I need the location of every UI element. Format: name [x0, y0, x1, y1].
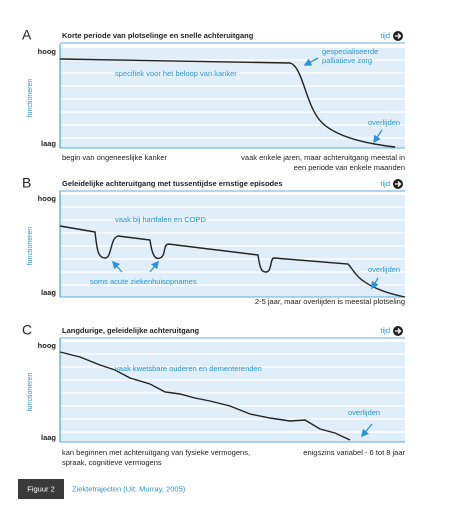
y-high: hoog — [38, 47, 57, 56]
annotation: overlijden — [368, 118, 400, 127]
annotation: vaak kwetsbare ouderen en dementerenden — [115, 364, 262, 373]
y-low: laag — [41, 139, 56, 148]
y-high: hoog — [38, 341, 57, 350]
figure-label: Figuur 2 — [27, 484, 55, 493]
y-axis-label: functioneren — [27, 373, 34, 412]
chart-background — [60, 342, 405, 442]
annotation: overlijden — [368, 265, 400, 274]
caption: enigszins variabel - 6 tot 8 jaar — [303, 448, 405, 457]
trajectory — [59, 351, 351, 441]
annotation: specifiek voor het beloop van kanker — [115, 69, 237, 78]
figure-label-box — [18, 479, 64, 499]
y-axis-label: functioneren — [27, 79, 34, 118]
caption: begin van ongeneeslijke kanker — [62, 153, 168, 162]
caption: spraak, cognitieve vermogens — [62, 458, 162, 467]
time-label: tijd — [380, 31, 390, 40]
annotation-arrow — [149, 260, 159, 273]
caption: vaak enkele jaren, maar achteruitgang me… — [241, 153, 405, 162]
annotation: gespecialiseerde — [322, 47, 378, 56]
annotation: palliatieve zorg — [322, 56, 372, 65]
figure-caption: Ziektetrajecten (Uit: Murray, 2005) — [72, 484, 186, 493]
time-arrow-head — [395, 181, 402, 187]
annotation: overlijden — [348, 408, 380, 417]
annotation-arrow — [373, 129, 383, 144]
trajectory — [59, 58, 396, 148]
time-label: tijd — [380, 179, 390, 188]
time-label: tijd — [380, 326, 390, 335]
annotation-arrow — [303, 57, 319, 66]
caption: 2-5 jaar, maar overlijden is meestal plo… — [255, 297, 405, 306]
panel-letter: C — [22, 322, 32, 338]
panel-letter: B — [22, 175, 31, 191]
caption: kan beginnen met achteruitgang van fysie… — [62, 448, 250, 457]
time-arrow-head — [395, 33, 402, 39]
y-low: laag — [41, 433, 56, 442]
panel-letter: A — [22, 27, 32, 43]
annotation: vaak bij hartfalen en COPD — [115, 215, 206, 224]
annotation-arrow — [371, 277, 379, 290]
annotation: soms acute ziekenhuisopnames — [90, 277, 197, 286]
annotation-arrow — [111, 260, 123, 273]
panel-title: Geleidelijke achteruitgang met tussentij… — [62, 179, 283, 188]
caption: een periode van enkele maanden — [294, 163, 405, 172]
time-arrow-head — [395, 328, 402, 334]
y-low: laag — [41, 288, 56, 297]
y-axis-label: functioneren — [27, 227, 34, 266]
panel-title: Langdurige, geleidelijke achteruitgang — [62, 326, 200, 335]
annotation-arrow — [361, 423, 373, 438]
panel-title: Korte periode van plotselinge en snelle … — [62, 31, 254, 40]
trajectory — [59, 225, 406, 298]
chart-background — [60, 48, 405, 148]
y-high: hoog — [38, 194, 57, 203]
